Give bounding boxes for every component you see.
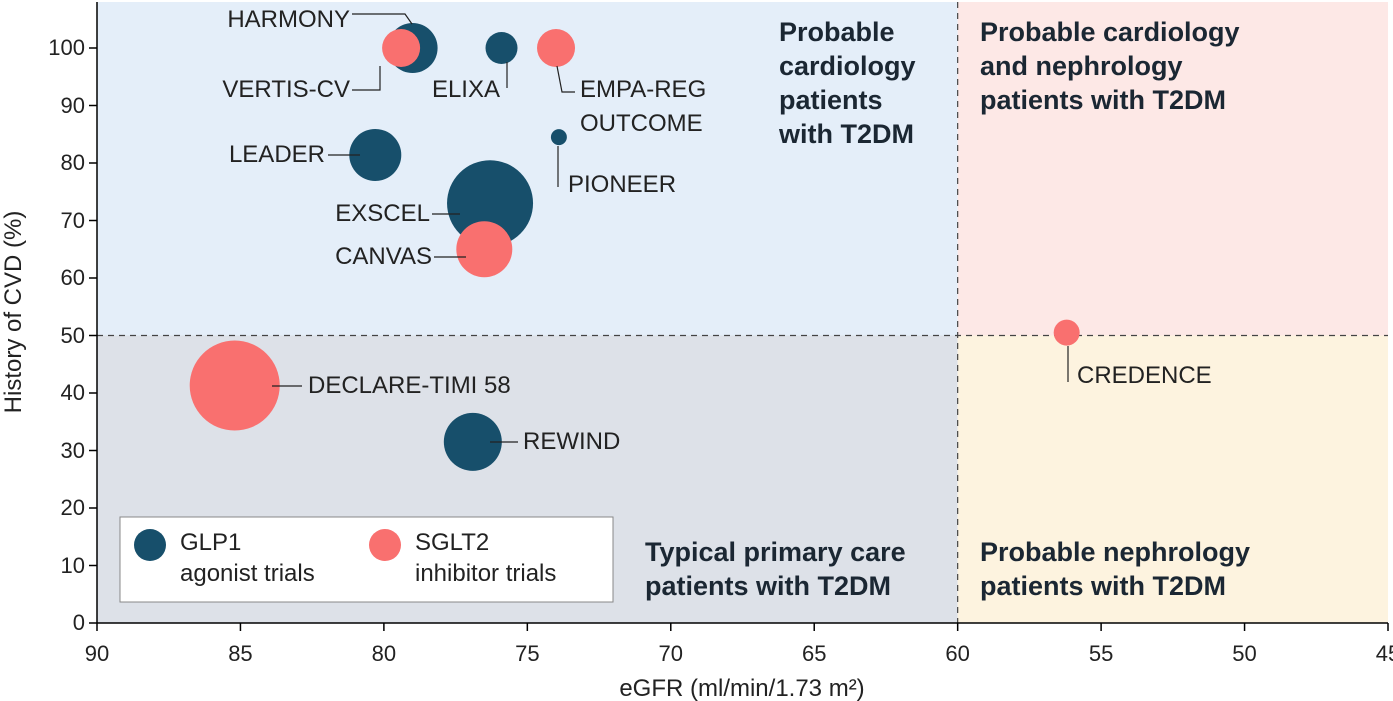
bubble: [189, 340, 280, 431]
y-tick-label: 50: [60, 322, 85, 348]
x-tick-label: 90: [84, 641, 110, 666]
y-tick-label: 40: [60, 380, 85, 405]
x-tick-label: 50: [1232, 641, 1257, 666]
point-label: CANVAS: [335, 243, 432, 270]
bubble: [382, 28, 421, 68]
y-tick-label: 20: [60, 495, 85, 520]
y-tick-label: 0: [72, 610, 85, 635]
x-tick-label: 45: [1375, 641, 1393, 666]
point-label: EMPA-REG OUTCOME: [580, 76, 707, 137]
leader-line: [352, 13, 413, 25]
quadrant: [957, 2, 1388, 336]
point-label: EXSCEL: [335, 200, 430, 227]
bubble: [550, 129, 567, 146]
quadrant: [957, 335, 1388, 623]
quadrant: [97, 2, 958, 336]
point-label: CREDENCE: [1077, 362, 1212, 389]
y-tick-label: 70: [60, 207, 85, 233]
x-tick-label: 60: [945, 641, 970, 666]
bubble: [537, 28, 576, 68]
y-tick-label: 80: [60, 150, 85, 175]
quadrant-label: Probable nephrology patients with T2DM: [980, 537, 1251, 601]
point-label: REWIND: [523, 428, 621, 455]
bubble: [443, 412, 502, 471]
x-tick-label: 85: [228, 641, 253, 666]
x-tick-label: 55: [1088, 641, 1114, 666]
x-tick-label: 65: [801, 641, 827, 666]
bubble: [1053, 319, 1080, 346]
x-axis-title: eGFR (ml/min/1.73 m²): [619, 675, 865, 701]
legend-label: GLP1 agonist trials: [180, 529, 315, 587]
legend-box: [119, 516, 614, 603]
bubble: [447, 160, 534, 247]
leader-line: [352, 66, 381, 91]
y-axis-title: History of CVD (%): [0, 210, 27, 414]
point-label: PIONEER: [568, 171, 677, 198]
quadrant-label: Probable cardiology patients with T2DM: [779, 17, 916, 149]
y-tick-label: 90: [60, 92, 85, 118]
y-tick-label: 10: [60, 552, 85, 578]
leader-line: [556, 65, 575, 93]
legend-marker: [369, 529, 401, 561]
bubble: [485, 31, 518, 65]
bubble: [349, 128, 402, 181]
y-tick-label: 30: [60, 437, 85, 463]
x-tick-label: 75: [515, 641, 540, 666]
bubble: [456, 221, 513, 278]
point-label: LEADER: [228, 141, 325, 168]
y-tick-label: 100: [48, 35, 85, 60]
quadrant-label: Typical primary care patients with T2DM: [645, 537, 906, 601]
legend-marker: [134, 529, 166, 561]
x-tick-label: 80: [371, 641, 397, 666]
quadrant-label: Probable cardiology and nephrology patie…: [980, 17, 1240, 115]
legend-label: SGLT2 inhibitor trials: [415, 529, 557, 587]
x-tick-label: 70: [658, 641, 684, 666]
point-label: DECLARE-TIMI 58: [308, 372, 511, 399]
y-tick-label: 60: [60, 265, 85, 290]
point-label: VERTIS-CV: [222, 76, 350, 103]
point-label: HARMONY: [227, 6, 350, 33]
point-label: ELIXA: [431, 76, 500, 103]
